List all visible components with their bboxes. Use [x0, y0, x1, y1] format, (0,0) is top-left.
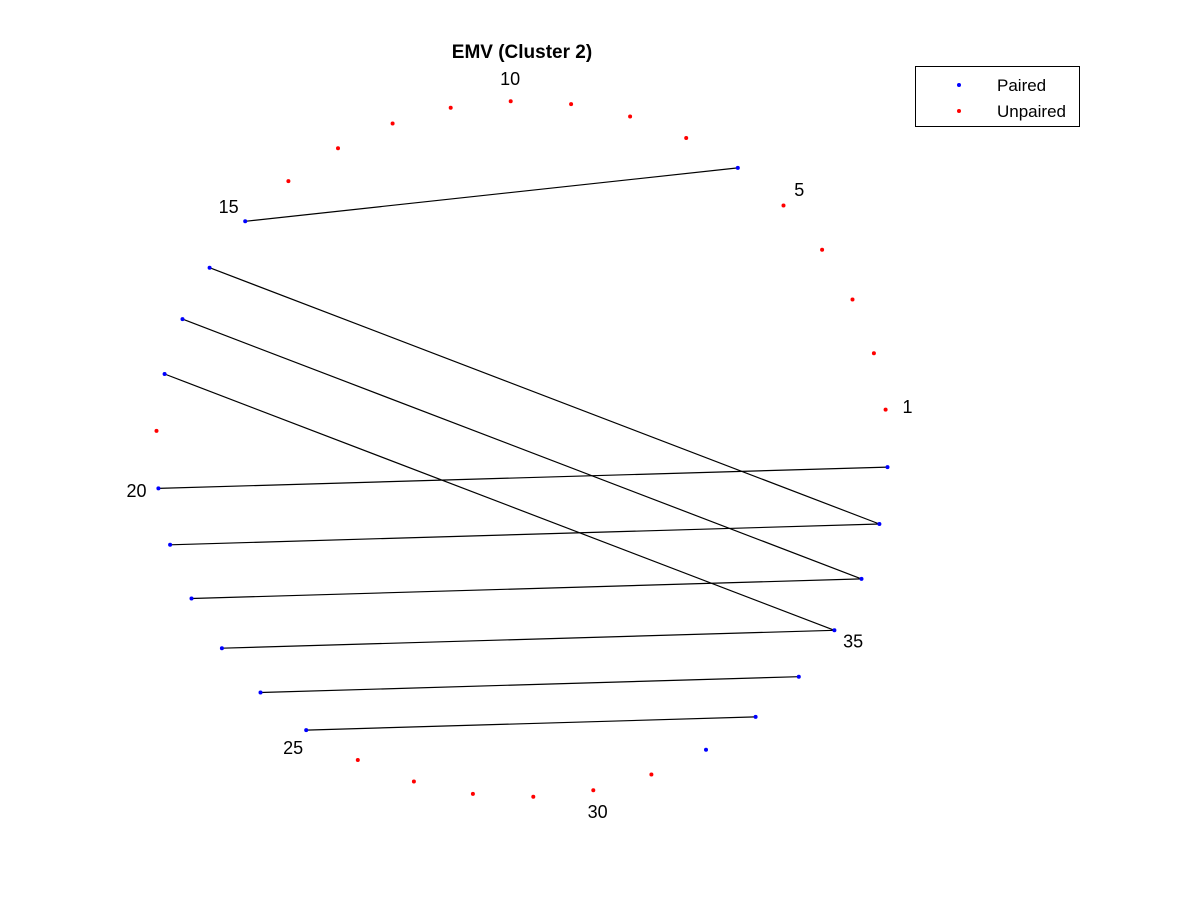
pair-link-23-35 — [221, 629, 835, 649]
unpaired-node-10 — [508, 99, 513, 104]
unpaired-node-14 — [286, 179, 291, 184]
unpaired-node-8 — [628, 114, 633, 119]
unpaired-node-13 — [336, 146, 340, 151]
pair-link-21-37 — [170, 523, 880, 546]
unpaired-node-28 — [470, 791, 475, 796]
index-label-5: 5 — [794, 180, 804, 200]
paired-node-17 — [180, 317, 185, 322]
pair-link-25-33 — [306, 716, 756, 731]
index-label-20: 20 — [126, 481, 146, 501]
index-label-10: 10 — [500, 69, 520, 89]
paired-node-23 — [219, 646, 224, 651]
unpaired-node-30 — [591, 788, 596, 793]
paired-node-21 — [168, 542, 173, 547]
chart-title: EMV (Cluster 2) — [452, 42, 592, 63]
index-label-25: 25 — [283, 738, 303, 758]
index-label-1: 1 — [902, 397, 912, 417]
unpaired-node-11 — [448, 105, 453, 110]
legend-unpaired-marker — [957, 109, 961, 113]
unpaired-node-29 — [531, 794, 536, 799]
unpaired-node-5 — [781, 203, 786, 208]
paired-node-38 — [885, 465, 890, 470]
unpaired-node-4 — [820, 247, 825, 252]
index-label-35: 35 — [843, 632, 863, 652]
legend-paired-marker — [957, 83, 961, 87]
unpaired-node-31 — [649, 772, 654, 777]
pair-link-24-34 — [260, 676, 799, 694]
unpaired-node-26 — [355, 758, 360, 762]
pair-link-18-35 — [164, 373, 835, 631]
paired-node-25 — [304, 728, 309, 733]
paired-node-35 — [832, 628, 837, 633]
legend-box — [915, 66, 1080, 127]
paired-node-18 — [162, 372, 167, 376]
legend-paired-label: Paired — [997, 76, 1046, 95]
unpaired-node-2 — [871, 351, 876, 356]
unpaired-node-1 — [883, 407, 888, 412]
unpaired-node-12 — [390, 121, 395, 126]
pair-link-16-37 — [209, 267, 880, 525]
paired-node-34 — [796, 674, 801, 679]
unpaired-node-9 — [569, 102, 574, 107]
paired-node-16 — [207, 265, 212, 270]
index-label-15: 15 — [219, 197, 239, 217]
pair-link-20-38 — [158, 466, 888, 489]
paired-node-32 — [704, 747, 708, 752]
paired-node-33 — [753, 714, 758, 719]
paired-node-37 — [877, 522, 882, 526]
paired-node-20 — [156, 486, 161, 491]
node-points — [154, 99, 890, 799]
pair-link-22-36 — [191, 578, 862, 600]
pair-link-6-15 — [245, 167, 738, 222]
paired-node-36 — [859, 576, 864, 581]
paired-node-22 — [189, 596, 194, 601]
pair-links — [158, 167, 888, 731]
legend: Paired Unpaired — [915, 66, 1080, 127]
unpaired-node-27 — [411, 779, 416, 784]
paired-node-15 — [243, 219, 248, 224]
unpaired-node-19 — [154, 428, 159, 433]
paired-node-6 — [735, 165, 740, 170]
pair-link-17-36 — [182, 318, 862, 580]
paired-node-24 — [258, 690, 263, 695]
unpaired-node-3 — [850, 297, 855, 302]
index-label-30: 30 — [588, 802, 608, 822]
unpaired-node-7 — [684, 136, 689, 140]
legend-unpaired-label: Unpaired — [997, 102, 1066, 121]
